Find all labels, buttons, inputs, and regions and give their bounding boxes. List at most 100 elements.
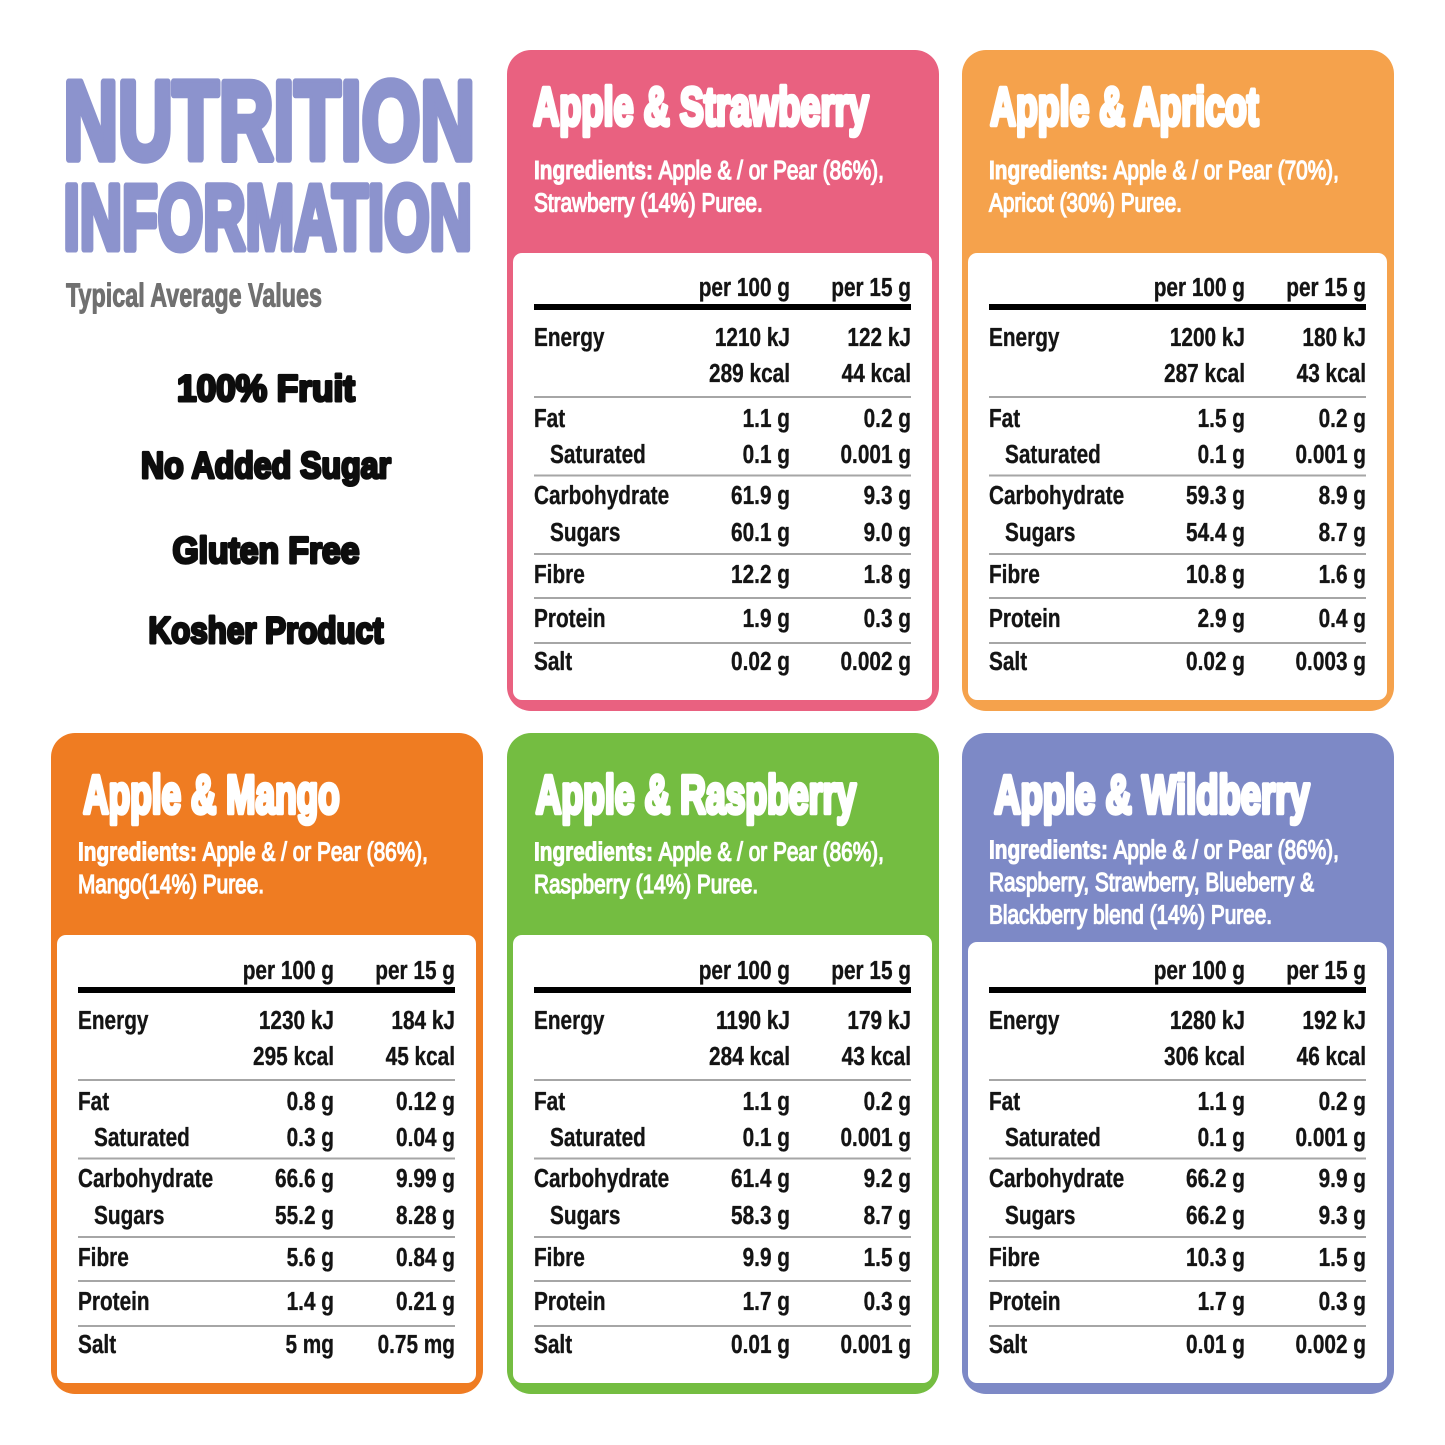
svg-text:Fibre: Fibre (534, 560, 585, 589)
svg-text:Mango(14%) Puree.: Mango(14%) Puree. (78, 870, 264, 899)
svg-text:Gluten Free: Gluten Free (173, 530, 360, 571)
svg-text:Saturated: Saturated (550, 440, 646, 469)
svg-text:61.9 g: 61.9 g (731, 481, 790, 510)
svg-text:0.04 g: 0.04 g (396, 1123, 455, 1152)
svg-text:1.7 g: 1.7 g (743, 1287, 790, 1316)
svg-text:43 kcal: 43 kcal (1297, 359, 1366, 388)
svg-text:1230 kJ: 1230 kJ (259, 1006, 334, 1035)
svg-text:0.1 g: 0.1 g (1198, 1123, 1245, 1152)
svg-text:1200 kJ: 1200 kJ (1170, 323, 1245, 352)
svg-text:0.2 g: 0.2 g (1319, 404, 1366, 433)
svg-text:60.1 g: 60.1 g (731, 518, 790, 547)
svg-text:0.3 g: 0.3 g (864, 604, 911, 633)
svg-text:9.3 g: 9.3 g (864, 481, 911, 510)
svg-text:per 15 g: per 15 g (831, 273, 911, 302)
svg-text:Energy: Energy (989, 323, 1059, 352)
svg-text:59.3 g: 59.3 g (1186, 481, 1245, 510)
svg-text:1.5 g: 1.5 g (1319, 1243, 1366, 1272)
svg-text:0.3 g: 0.3 g (864, 1287, 911, 1316)
svg-text:9.99 g: 9.99 g (396, 1164, 455, 1193)
svg-text:0.2 g: 0.2 g (1319, 1087, 1366, 1116)
svg-text:306 kcal: 306 kcal (1164, 1042, 1245, 1071)
svg-text:0.1 g: 0.1 g (743, 440, 790, 469)
svg-text:5.6 g: 5.6 g (287, 1243, 334, 1272)
svg-text:5 mg: 5 mg (285, 1330, 334, 1359)
svg-text:66.2 g: 66.2 g (1186, 1164, 1245, 1193)
svg-text:Saturated: Saturated (94, 1123, 190, 1152)
svg-text:61.4 g: 61.4 g (731, 1164, 790, 1193)
svg-text:per 15 g: per 15 g (1286, 956, 1366, 985)
svg-text:Typical Average Values: Typical Average Values (66, 277, 322, 314)
svg-text:Sugars: Sugars (94, 1201, 164, 1230)
svg-text:Salt: Salt (989, 1330, 1027, 1359)
svg-text:Carbohydrate: Carbohydrate (534, 481, 669, 510)
svg-text:0.001 g: 0.001 g (840, 1330, 911, 1359)
svg-text:Protein: Protein (534, 1287, 606, 1316)
svg-text:1.7 g: 1.7 g (1198, 1287, 1245, 1316)
svg-text:No Added Sugar: No Added Sugar (141, 445, 391, 486)
svg-text:per 100 g: per 100 g (1154, 273, 1245, 302)
svg-text:0.8 g: 0.8 g (287, 1087, 334, 1116)
svg-text:8.28 g: 8.28 g (396, 1201, 455, 1230)
svg-text:Fat: Fat (534, 404, 565, 433)
svg-text:9.0 g: 9.0 g (864, 518, 911, 547)
svg-text:Raspberry (14%) Puree.: Raspberry (14%) Puree. (534, 870, 758, 899)
svg-text:45 kcal: 45 kcal (386, 1042, 455, 1071)
svg-text:Energy: Energy (534, 1006, 604, 1035)
svg-text:Apple & Apricot: Apple & Apricot (990, 77, 1259, 137)
svg-text:Protein: Protein (534, 604, 606, 633)
svg-text:0.75 mg: 0.75 mg (378, 1330, 455, 1359)
svg-text:Fibre: Fibre (78, 1243, 129, 1272)
svg-text:1.1 g: 1.1 g (1198, 1087, 1245, 1116)
svg-text:Ingredients:Apple & / or Pear: Ingredients: Apple & / or Pear (86%), (989, 835, 1339, 864)
svg-text:NUTRITION: NUTRITION (64, 60, 475, 184)
svg-text:Energy: Energy (534, 323, 604, 352)
svg-text:0.3 g: 0.3 g (287, 1123, 334, 1152)
svg-text:Carbohydrate: Carbohydrate (989, 1164, 1124, 1193)
svg-text:Carbohydrate: Carbohydrate (989, 481, 1124, 510)
svg-text:1.1 g: 1.1 g (743, 1087, 790, 1116)
svg-text:10.8 g: 10.8 g (1186, 560, 1245, 589)
svg-text:0.003 g: 0.003 g (1295, 647, 1366, 676)
svg-text:0.1 g: 0.1 g (1198, 440, 1245, 469)
svg-text:1190 kJ: 1190 kJ (716, 1006, 790, 1035)
svg-text:per 15 g: per 15 g (1286, 273, 1366, 302)
svg-text:Salt: Salt (78, 1330, 116, 1359)
svg-text:1.4 g: 1.4 g (287, 1287, 334, 1316)
svg-text:Fat: Fat (78, 1087, 109, 1116)
svg-text:1.6 g: 1.6 g (1319, 560, 1366, 589)
svg-text:2.9 g: 2.9 g (1198, 604, 1245, 633)
svg-text:Apple & Mango: Apple & Mango (83, 765, 340, 825)
svg-text:8.7 g: 8.7 g (1319, 518, 1366, 547)
svg-text:Apple & Strawberry: Apple & Strawberry (533, 77, 869, 137)
svg-text:Apricot (30%) Puree.: Apricot (30%) Puree. (989, 188, 1182, 217)
svg-text:0.4 g: 0.4 g (1319, 604, 1366, 633)
svg-text:1.8 g: 1.8 g (864, 560, 911, 589)
svg-text:Energy: Energy (78, 1006, 148, 1035)
svg-text:Carbohydrate: Carbohydrate (78, 1164, 213, 1193)
svg-text:Ingredients:Apple & / or Pear: Ingredients: Apple & / or Pear (86%), (78, 837, 428, 866)
svg-text:Sugars: Sugars (550, 1201, 620, 1230)
svg-text:Protein: Protein (78, 1287, 150, 1316)
svg-text:per 100 g: per 100 g (699, 956, 790, 985)
svg-text:Salt: Salt (989, 647, 1027, 676)
svg-text:Energy: Energy (989, 1006, 1059, 1035)
svg-text:Fibre: Fibre (989, 1243, 1040, 1272)
svg-text:0.002 g: 0.002 g (1295, 1330, 1366, 1359)
svg-text:0.02 g: 0.02 g (1186, 647, 1245, 676)
svg-text:Fat: Fat (534, 1087, 565, 1116)
svg-text:1.9 g: 1.9 g (743, 604, 790, 633)
svg-text:8.7 g: 8.7 g (864, 1201, 911, 1230)
svg-text:9.3 g: 9.3 g (1319, 1201, 1366, 1230)
svg-text:9.2 g: 9.2 g (864, 1164, 911, 1193)
svg-text:0.84 g: 0.84 g (396, 1243, 455, 1272)
svg-text:66.2 g: 66.2 g (1186, 1201, 1245, 1230)
svg-text:1280 kJ: 1280 kJ (1170, 1006, 1245, 1035)
svg-text:Fat: Fat (989, 404, 1020, 433)
svg-text:44 kcal: 44 kcal (842, 359, 911, 388)
svg-text:INFORMATION: INFORMATION (64, 167, 472, 270)
svg-text:Ingredients:Apple & / or Pear: Ingredients: Apple & / or Pear (86%), (534, 156, 884, 185)
svg-text:Fibre: Fibre (534, 1243, 585, 1272)
svg-text:per 15 g: per 15 g (831, 956, 911, 985)
svg-text:43 kcal: 43 kcal (842, 1042, 911, 1071)
